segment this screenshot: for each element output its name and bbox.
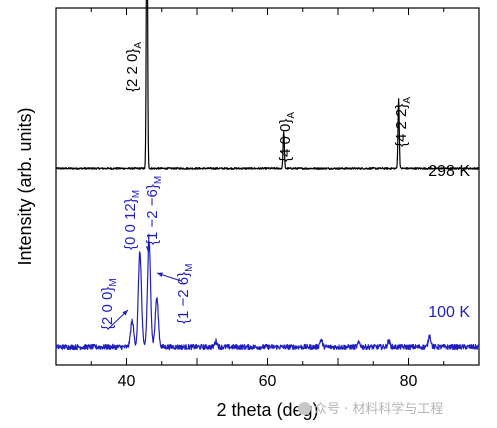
peak-pointer-head — [145, 246, 151, 252]
series-label: 298 K — [428, 163, 470, 180]
peak-label: {2 2 0}A — [124, 42, 144, 92]
peak-label: {2 0 0}M — [99, 278, 119, 330]
peak-label: {0 0 12}M — [122, 190, 142, 250]
y-axis-label: Intensity (arb. units) — [15, 107, 35, 265]
watermark: 众号 · 材料科学与工程 — [298, 398, 443, 417]
peak-label: {4 2 2}A — [393, 97, 413, 147]
wechat-icon — [298, 402, 311, 415]
x-tick-label: 80 — [400, 373, 418, 390]
peak-pointer-head — [157, 272, 163, 277]
series-line-100k — [55, 240, 480, 351]
x-tick-label: 40 — [118, 373, 136, 390]
peak-label: {1 −2 6}M — [175, 264, 195, 325]
x-tick-label: 60 — [259, 373, 277, 390]
peak-label: {1 −2 −6}M — [144, 176, 164, 245]
peak-label: {4 0 0}A — [277, 112, 297, 162]
series-label: 100 K — [428, 304, 470, 321]
series-line-298k — [55, 0, 480, 170]
x-axis-label: 2 theta (deg) — [216, 400, 318, 420]
plot-frame — [55, 7, 480, 366]
peak-pointer-head — [122, 310, 128, 316]
